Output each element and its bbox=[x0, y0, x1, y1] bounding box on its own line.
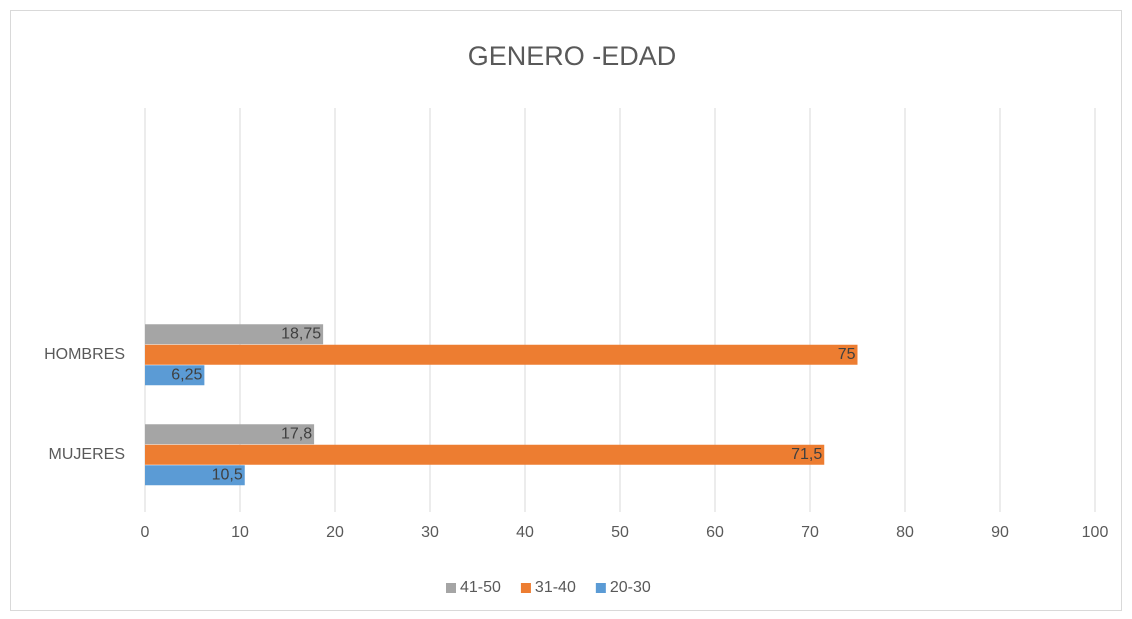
legend-swatch bbox=[520, 583, 531, 593]
bar bbox=[145, 465, 245, 486]
x-tick-label: 90 bbox=[991, 524, 1009, 541]
legend-label: 20-30 bbox=[610, 579, 651, 596]
x-tick-label: 10 bbox=[231, 524, 249, 541]
x-tick-label: 40 bbox=[516, 524, 534, 541]
data-label: 75 bbox=[838, 346, 856, 363]
y-tick-label: MUJERES bbox=[49, 446, 125, 463]
bar bbox=[145, 344, 858, 365]
legend-swatch bbox=[595, 583, 606, 593]
x-tick-label: 50 bbox=[611, 524, 629, 541]
data-label: 18,75 bbox=[281, 326, 321, 343]
x-tick-label: 60 bbox=[706, 524, 724, 541]
legend-swatch bbox=[446, 583, 456, 593]
data-label: 10,5 bbox=[212, 467, 243, 484]
legend-label: 41-50 bbox=[460, 579, 501, 596]
x-tick-label: 30 bbox=[421, 524, 439, 541]
bar bbox=[145, 424, 315, 445]
x-tick-label: 0 bbox=[141, 524, 150, 541]
bar bbox=[145, 324, 324, 345]
x-tick-label: 100 bbox=[1082, 524, 1109, 541]
x-tick-label: 20 bbox=[326, 524, 344, 541]
chart-border bbox=[10, 10, 1122, 611]
y-tick-label: HOMBRES bbox=[44, 346, 125, 363]
data-label: 71,5 bbox=[791, 446, 822, 463]
data-label: 6,25 bbox=[171, 367, 202, 384]
x-tick-label: 70 bbox=[801, 524, 819, 541]
chart-title: GENERO -EDAD bbox=[468, 41, 677, 71]
bar bbox=[145, 444, 825, 465]
bar bbox=[145, 365, 205, 386]
legend-label: 31-40 bbox=[535, 579, 576, 596]
x-tick-label: 80 bbox=[896, 524, 914, 541]
data-label: 17,8 bbox=[281, 426, 312, 443]
